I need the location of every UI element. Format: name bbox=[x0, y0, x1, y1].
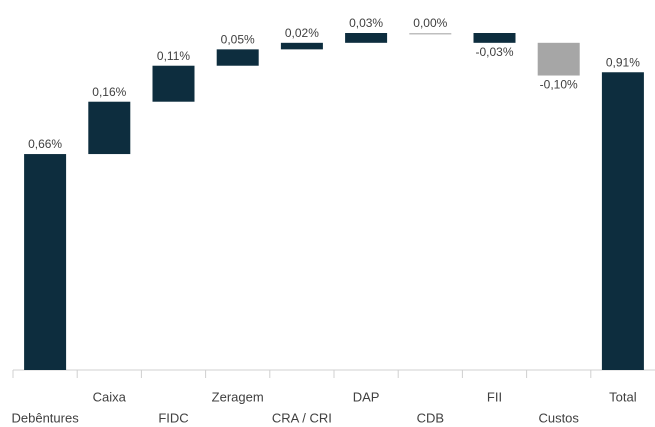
x-tick-label: Total bbox=[609, 389, 637, 404]
x-tick-label: CDB bbox=[417, 410, 444, 425]
value-label: 0,03% bbox=[349, 16, 383, 30]
value-label: -0,03% bbox=[475, 45, 513, 59]
value-label: 0,02% bbox=[285, 26, 319, 40]
value-label: -0,10% bbox=[540, 78, 578, 92]
bar bbox=[24, 154, 67, 370]
x-tick-label: DAP bbox=[353, 389, 380, 404]
value-label: 0,00% bbox=[413, 16, 447, 30]
x-tick-label: FII bbox=[487, 389, 502, 404]
bar bbox=[216, 49, 259, 66]
bar bbox=[601, 72, 644, 370]
bar bbox=[345, 33, 388, 43]
x-tick-label: Debêntures bbox=[11, 410, 79, 425]
value-label: 0,66% bbox=[28, 137, 62, 151]
bar bbox=[280, 42, 323, 50]
x-tick-label: CRA / CRI bbox=[272, 410, 332, 425]
value-label: 0,05% bbox=[221, 33, 255, 47]
bar bbox=[88, 101, 131, 155]
bar bbox=[409, 33, 452, 35]
x-tick-label: Caixa bbox=[93, 389, 127, 404]
x-tick-label: FIDC bbox=[158, 410, 188, 425]
bar bbox=[537, 42, 580, 76]
bar bbox=[152, 65, 195, 102]
value-label: 0,11% bbox=[157, 49, 190, 63]
x-tick-label: Zeragem bbox=[212, 389, 264, 404]
value-label: 0,91% bbox=[606, 55, 640, 69]
value-label: 0,16% bbox=[92, 85, 126, 99]
bar bbox=[473, 33, 516, 43]
x-tick-label: Custos bbox=[538, 410, 579, 425]
